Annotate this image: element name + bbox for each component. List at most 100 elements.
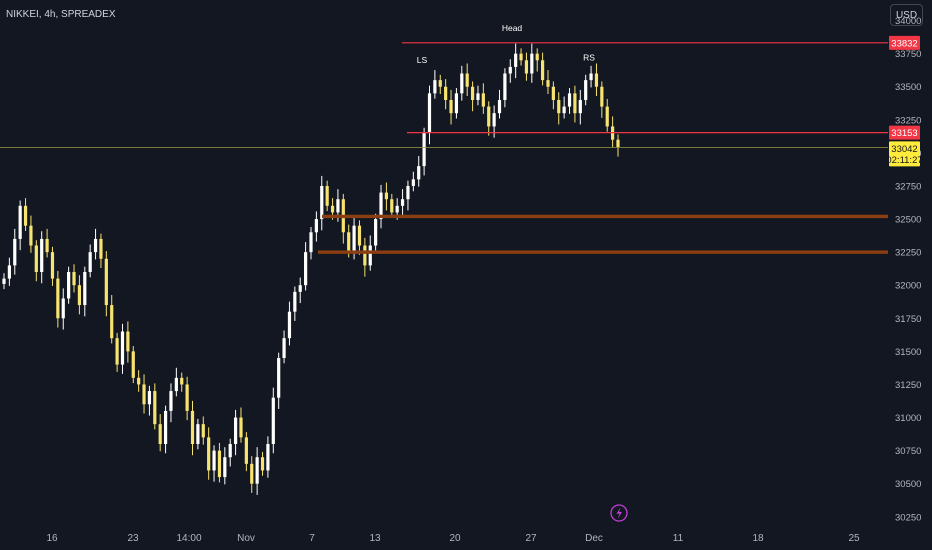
x-tick-label: 20 bbox=[449, 533, 461, 544]
candle bbox=[611, 116, 615, 147]
candle-body bbox=[411, 179, 415, 186]
candle bbox=[567, 88, 572, 114]
candle bbox=[454, 88, 459, 119]
price-tag-neckline-text: 33153 bbox=[891, 128, 917, 139]
candle bbox=[497, 89, 502, 119]
candle bbox=[77, 275, 82, 315]
price-tag-neckline: 33153 bbox=[889, 125, 920, 140]
candle-body bbox=[131, 351, 135, 378]
candle-body bbox=[578, 99, 582, 114]
candle-body bbox=[417, 166, 421, 180]
candle-body bbox=[304, 252, 308, 286]
candle bbox=[557, 92, 561, 125]
candle bbox=[212, 445, 216, 482]
candle bbox=[589, 65, 593, 88]
candle-body bbox=[158, 424, 162, 444]
candle-body bbox=[13, 238, 17, 266]
y-tick-label: 30250 bbox=[895, 512, 921, 523]
candle-body bbox=[110, 305, 114, 339]
candle-body bbox=[368, 245, 372, 266]
candle-body bbox=[72, 271, 76, 286]
candle bbox=[137, 370, 141, 392]
candle bbox=[584, 74, 588, 106]
candle bbox=[260, 451, 265, 476]
candle bbox=[481, 83, 485, 114]
candle-body bbox=[277, 357, 281, 398]
candle bbox=[72, 264, 76, 293]
candle bbox=[120, 323, 125, 374]
candle-body bbox=[433, 80, 437, 94]
candle-body bbox=[325, 185, 329, 206]
candle-body bbox=[438, 80, 442, 87]
levels-layer bbox=[0, 42, 888, 254]
candle bbox=[320, 175, 324, 231]
candle-body bbox=[174, 377, 178, 392]
candle-body bbox=[29, 225, 33, 246]
support-zone-1 bbox=[322, 214, 888, 219]
candle-body bbox=[180, 377, 184, 385]
candle bbox=[56, 270, 60, 328]
candle-body bbox=[169, 391, 173, 411]
candle-body bbox=[23, 205, 28, 226]
candle bbox=[163, 405, 168, 454]
candles-layer bbox=[2, 43, 620, 495]
candle bbox=[562, 96, 566, 119]
candle-body bbox=[201, 424, 205, 438]
candle-body bbox=[336, 199, 340, 213]
candle bbox=[147, 385, 152, 416]
y-tick-label: 33250 bbox=[895, 115, 921, 126]
candle-body bbox=[589, 73, 593, 81]
y-tick-label: 30750 bbox=[895, 446, 921, 457]
time-axis: 16 23 14:00 Nov 7 13 20 27 Dec 11 18 25 bbox=[46, 533, 860, 544]
x-tick-label: 7 bbox=[309, 533, 315, 544]
candle bbox=[519, 48, 523, 66]
candle-body bbox=[266, 443, 270, 471]
candle-body bbox=[562, 106, 566, 114]
candle-body bbox=[530, 53, 534, 74]
candle-body bbox=[535, 53, 539, 61]
candle bbox=[309, 226, 313, 260]
candle bbox=[233, 409, 238, 456]
y-tick-label: 31500 bbox=[895, 347, 921, 358]
candle-body bbox=[196, 424, 200, 444]
currency-button[interactable]: USD bbox=[890, 4, 923, 26]
candle-body bbox=[18, 205, 22, 239]
candle bbox=[255, 447, 259, 495]
y-tick-label: 31250 bbox=[895, 380, 921, 391]
candle bbox=[2, 273, 6, 290]
candle-body bbox=[384, 192, 389, 200]
y-tick-label: 34000 bbox=[895, 16, 921, 27]
pattern-label: RS bbox=[583, 52, 595, 62]
price-tag-top-text: 33832 bbox=[891, 38, 917, 49]
candle-body bbox=[34, 245, 38, 272]
candle bbox=[153, 383, 157, 430]
price-tag-current-text: 02:11:27 bbox=[886, 155, 922, 166]
candle-body bbox=[427, 93, 432, 134]
support-zone-2 bbox=[318, 250, 888, 254]
candle-body bbox=[524, 60, 529, 74]
candle bbox=[433, 70, 437, 99]
candle bbox=[239, 407, 243, 443]
candle-body bbox=[567, 93, 572, 107]
x-tick-label: 16 bbox=[46, 533, 58, 544]
candle bbox=[465, 63, 469, 97]
candle-body bbox=[379, 192, 383, 220]
candle-body bbox=[374, 219, 378, 246]
candle bbox=[185, 376, 189, 421]
candle bbox=[228, 438, 232, 467]
candle bbox=[304, 242, 308, 291]
candle-body bbox=[298, 285, 302, 292]
lightning-icon[interactable] bbox=[610, 504, 628, 522]
y-tick-label: 32250 bbox=[895, 248, 921, 259]
candle bbox=[61, 288, 65, 330]
candle bbox=[190, 400, 195, 456]
candle-body bbox=[207, 437, 211, 471]
candle-body bbox=[476, 93, 480, 100]
y-tick-label: 31750 bbox=[895, 314, 921, 325]
candle bbox=[110, 295, 114, 344]
price-tag-current-bg bbox=[889, 141, 920, 167]
x-tick-label: Dec bbox=[585, 533, 603, 544]
candle-body bbox=[163, 410, 168, 444]
